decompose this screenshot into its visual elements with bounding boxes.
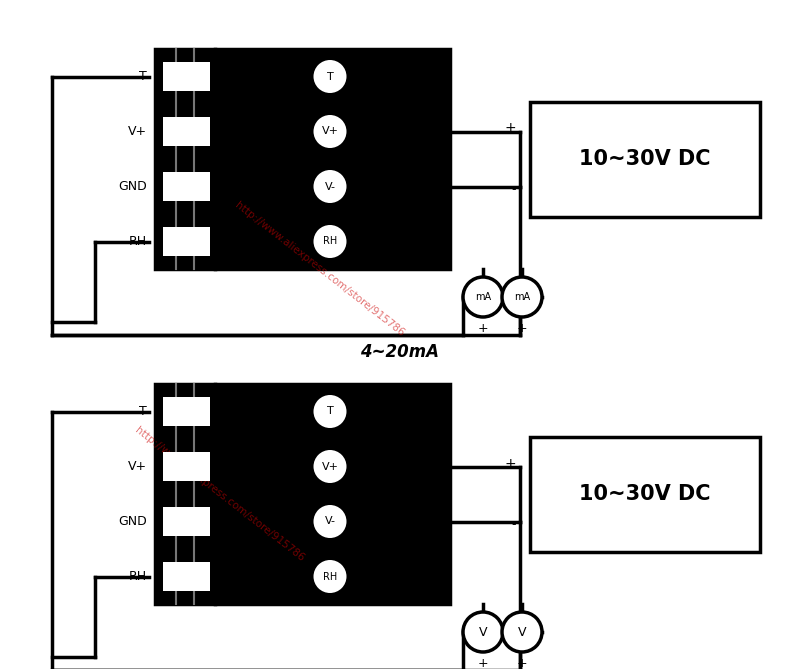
Text: V+: V+ [322, 126, 338, 136]
Circle shape [314, 115, 346, 148]
Text: V+: V+ [322, 462, 338, 472]
Bar [163, 452, 210, 481]
Bar [530, 436, 760, 551]
Circle shape [463, 277, 503, 317]
Bar [530, 102, 760, 217]
Text: http://www.aliexpress.com/store/915786: http://www.aliexpress.com/store/915786 [134, 425, 306, 563]
Text: RH: RH [323, 571, 337, 581]
Text: V: V [478, 626, 487, 638]
Bar [215, 49, 450, 269]
Text: mA: mA [475, 292, 491, 302]
Text: 4~20mA: 4~20mA [361, 343, 439, 361]
Bar [163, 562, 210, 591]
Text: V: V [518, 626, 526, 638]
Text: +: + [478, 657, 488, 669]
Text: mA: mA [514, 292, 530, 302]
Bar [215, 384, 450, 604]
Circle shape [314, 560, 346, 593]
Bar [163, 507, 210, 536]
Circle shape [314, 170, 346, 203]
Circle shape [502, 612, 542, 652]
Bar [163, 117, 210, 146]
Circle shape [463, 612, 503, 652]
Text: +: + [504, 122, 516, 136]
Text: T: T [326, 72, 334, 82]
Text: GND: GND [118, 180, 147, 193]
Circle shape [502, 277, 542, 317]
Text: RH: RH [129, 235, 147, 248]
Text: +: + [478, 322, 488, 335]
Bar [163, 172, 210, 201]
Bar [155, 384, 215, 604]
Text: +: + [504, 456, 516, 470]
Text: T: T [326, 407, 334, 417]
Text: V-: V- [325, 516, 335, 527]
Text: GND: GND [118, 515, 147, 528]
Text: V+: V+ [128, 460, 147, 473]
Text: V-: V- [325, 181, 335, 191]
Bar [155, 49, 215, 269]
Text: http://www.aliexpress.com/store/915786: http://www.aliexpress.com/store/915786 [234, 200, 406, 338]
Text: T: T [139, 405, 147, 418]
Text: RH: RH [323, 237, 337, 246]
Circle shape [314, 60, 346, 93]
Bar [163, 227, 210, 256]
Circle shape [314, 225, 346, 258]
Bar [163, 397, 210, 425]
Circle shape [314, 395, 346, 428]
Text: V+: V+ [128, 125, 147, 138]
Circle shape [314, 450, 346, 483]
Circle shape [314, 505, 346, 538]
Text: 10~30V DC: 10~30V DC [579, 149, 710, 169]
Text: +: + [517, 322, 527, 335]
Bar [163, 62, 210, 91]
Text: +: + [517, 657, 527, 669]
Text: 10~30V DC: 10~30V DC [579, 484, 710, 504]
Text: T: T [139, 70, 147, 83]
Text: -: - [511, 518, 516, 531]
Text: -: - [511, 183, 516, 196]
Text: RH: RH [129, 570, 147, 583]
